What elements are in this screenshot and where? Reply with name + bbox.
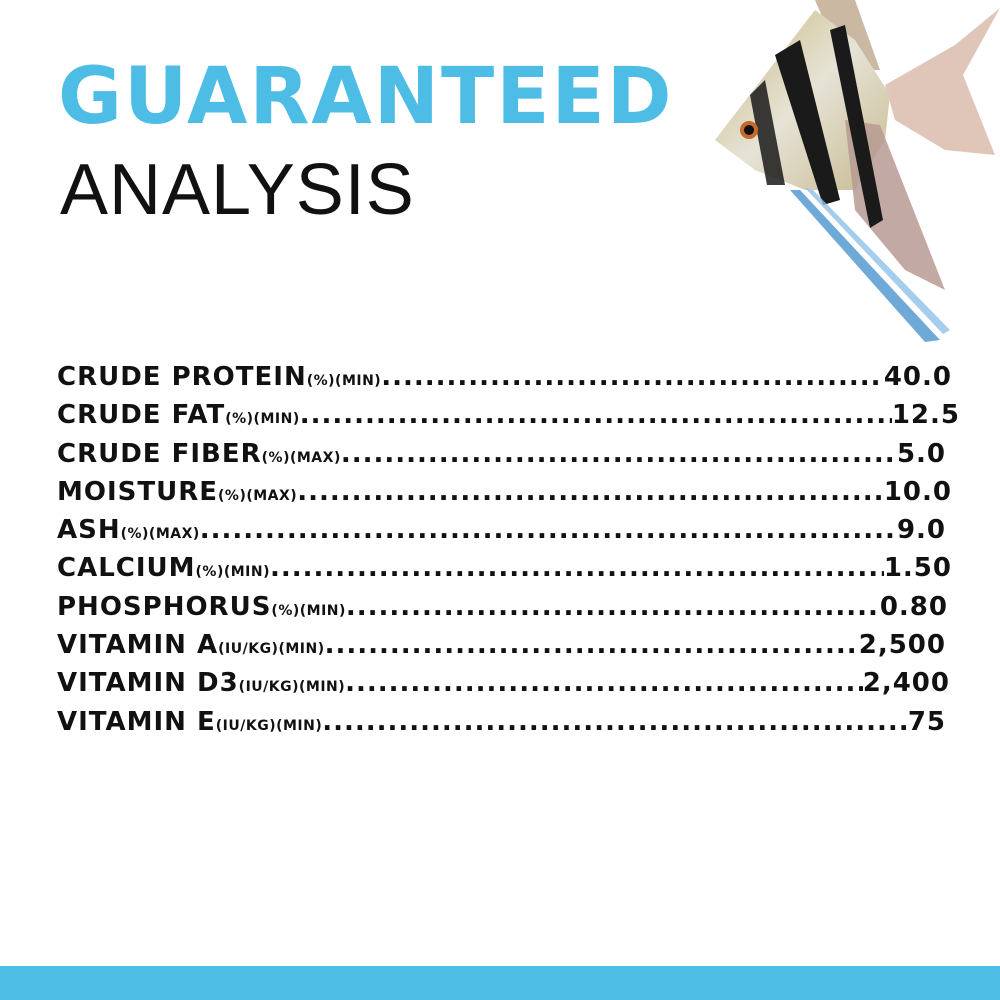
- nutrient-value: 1.50: [883, 553, 952, 584]
- analysis-row: CRUDE PROTEIN(%)(MIN) 40.0: [57, 362, 960, 400]
- nutrient-name: CRUDE FAT: [57, 400, 226, 431]
- nutrient-value: 10.0: [883, 476, 952, 507]
- nutrient-unit: (%)(MAX): [261, 449, 341, 466]
- dot-leader: [200, 515, 897, 545]
- analysis-row: CRUDE FAT(%)(MIN) 12.5: [57, 400, 960, 438]
- nutrient-value: 9.0: [896, 515, 946, 546]
- analysis-row: VITAMIN D3(IU/KG)(MIN) 2,400: [57, 668, 960, 706]
- nutrient-unit: (IU/KG)(MIN): [238, 679, 346, 696]
- nutrient-value: 0.80: [879, 591, 948, 622]
- nutrient-value: 2,400: [862, 668, 950, 699]
- angelfish-image: [715, 0, 1000, 342]
- analysis-row: VITAMIN E(IU/KG)(MIN) 75: [57, 707, 960, 745]
- nutrient-name: ASH: [57, 515, 121, 546]
- nutrient-value: 5.0: [896, 438, 946, 469]
- bottom-accent-bar: [0, 966, 1000, 1000]
- nutrient-name: VITAMIN A: [57, 630, 219, 661]
- nutrient-value: 40.0: [883, 362, 952, 392]
- dot-leader: [346, 592, 880, 622]
- dot-leader: [381, 362, 884, 392]
- nutrient-unit: (%)(MIN): [225, 411, 300, 428]
- title-analysis: ANALYSIS: [60, 150, 415, 230]
- nutrient-name: PHOSPHORUS: [57, 591, 272, 622]
- nutrient-unit: (%)(MAX): [120, 526, 200, 543]
- dot-leader: [300, 400, 892, 430]
- analysis-row: PHOSPHORUS(%)(MIN) 0.80: [57, 592, 960, 630]
- nutrient-name: VITAMIN E: [57, 706, 216, 737]
- nutrient-value: 2,500: [858, 630, 946, 661]
- title-guaranteed: GUARANTEED: [58, 52, 674, 142]
- dot-leader: [341, 439, 897, 469]
- nutrient-unit: (%)(MIN): [306, 373, 382, 389]
- analysis-row: MOISTURE(%)(MAX) 10.0: [57, 477, 960, 515]
- nutrient-name: CALCIUM: [57, 553, 196, 584]
- analysis-table: CRUDE PROTEIN(%)(MIN)40.0 CRUDE FAT(%)(M…: [57, 362, 960, 745]
- nutrient-name: MOISTURE: [57, 476, 219, 507]
- nutrient-name: CRUDE FIBER: [57, 438, 262, 469]
- nutrient-unit: (%)(MAX): [218, 487, 298, 504]
- nutrient-unit: (IU/KG)(MIN): [215, 717, 323, 734]
- nutrient-value: 12.5: [891, 400, 960, 431]
- nutrient-name: CRUDE PROTEIN: [57, 362, 307, 392]
- dot-leader: [270, 553, 884, 583]
- nutrient-unit: (IU/KG)(MIN): [218, 641, 325, 658]
- analysis-row: ASH(%)(MAX) 9.0: [57, 515, 960, 553]
- analysis-row: CRUDE FIBER(%)(MAX) 5.0: [57, 439, 960, 477]
- dot-leader: [325, 630, 859, 660]
- nutrient-unit: (%)(MIN): [195, 564, 270, 581]
- dot-leader: [345, 668, 863, 698]
- analysis-row: CALCIUM(%)(MIN) 1.50: [57, 553, 960, 591]
- dot-leader: [322, 707, 908, 737]
- nutrient-unit: (%)(MIN): [271, 602, 346, 619]
- analysis-row: VITAMIN A(IU/KG)(MIN) 2,500: [57, 630, 960, 668]
- nutrient-value: 75: [907, 706, 946, 737]
- nutrient-name: VITAMIN D3: [57, 668, 239, 699]
- dot-leader: [297, 477, 884, 507]
